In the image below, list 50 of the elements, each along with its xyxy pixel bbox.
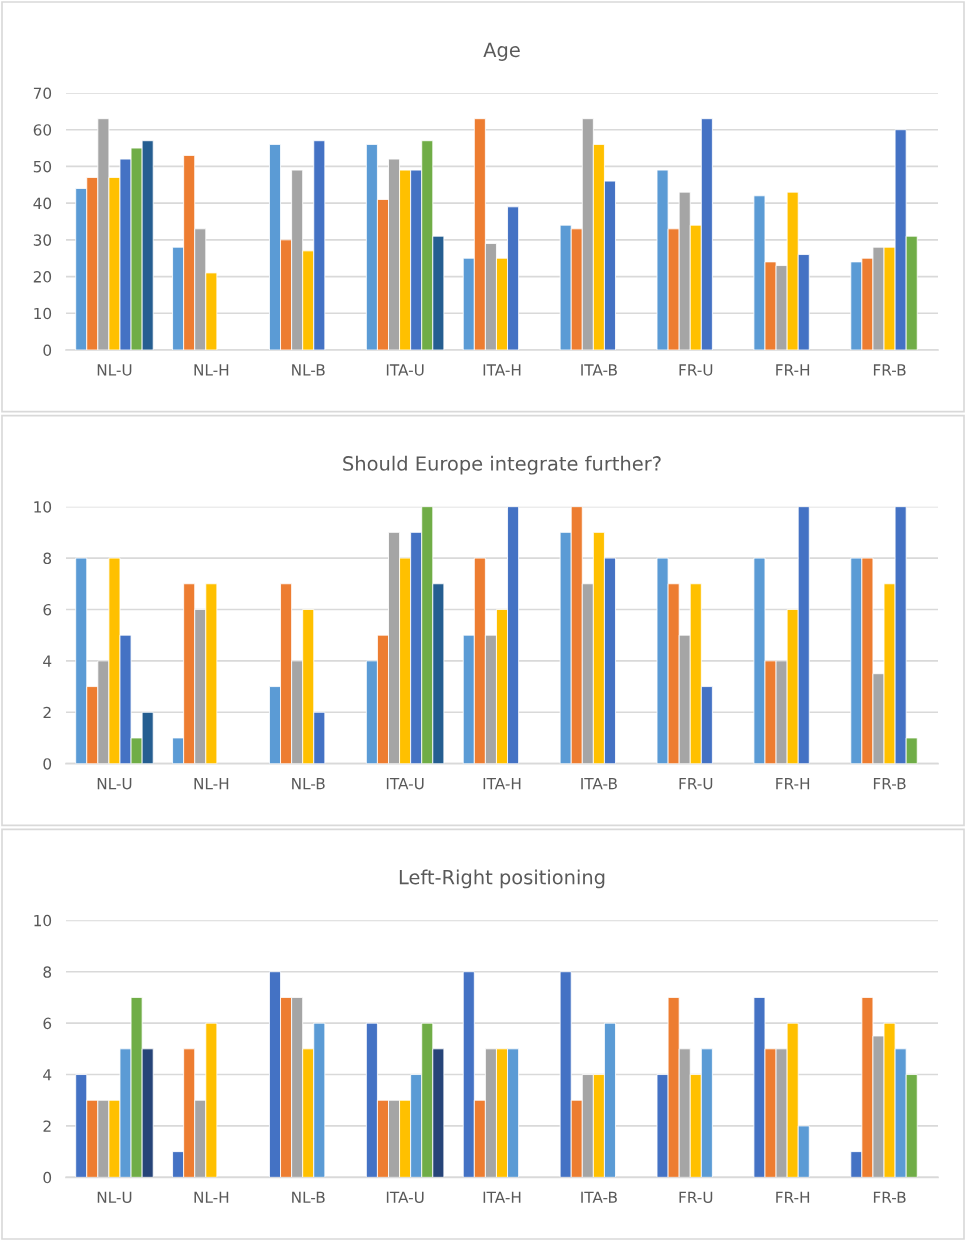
x-tick-label: NL-B (292, 364, 325, 376)
chart-title: Should Europe integrate further? (343, 455, 661, 475)
x-tick-label: NL-U (97, 778, 132, 790)
y-tick-label: 0 (43, 1171, 52, 1184)
y-tick-label: 10 (34, 914, 52, 927)
x-tick-label: ITA-U (386, 364, 424, 376)
y-tick-label: 30 (33, 234, 52, 246)
y-tick-label: 70 (33, 87, 52, 100)
x-tick-label: NL-U (97, 1191, 132, 1204)
y-tick-label: 2 (43, 706, 51, 719)
x-tick-label: ITA-U (386, 1191, 424, 1204)
x-tick-label: FR-H (776, 364, 810, 376)
x-tick-label: FR-U (679, 778, 713, 790)
x-tick-label: NL-H (194, 364, 229, 376)
x-tick-label: FR-H (776, 1191, 810, 1203)
y-tick-label: 50 (33, 160, 52, 173)
y-tick-label: 6 (43, 603, 52, 616)
y-tick-label: 4 (43, 655, 52, 667)
y-tick-label: 8 (43, 552, 52, 565)
x-tick-label: ITA-B (581, 364, 617, 376)
y-tick-label: 10 (34, 307, 52, 320)
x-tick-label: ITA-U (386, 778, 424, 790)
y-tick-label: 6 (43, 1017, 52, 1030)
x-tick-label: FR-H (776, 778, 810, 790)
y-tick-label: 4 (43, 1069, 52, 1081)
y-tick-label: 8 (43, 966, 52, 978)
x-tick-label: FR-U (679, 364, 713, 376)
x-tick-label: FR-B (873, 778, 906, 790)
x-tick-label: NL-U (97, 364, 132, 376)
x-tick-label: ITA-H (483, 1191, 521, 1203)
x-tick-label: NL-B (292, 1191, 325, 1203)
x-tick-label: FR-B (873, 364, 906, 376)
y-tick-label: 40 (33, 197, 52, 210)
y-tick-label: 10 (34, 501, 52, 513)
x-tick-label: NL-H (194, 1191, 229, 1203)
x-tick-label: ITA-H (483, 778, 521, 790)
y-tick-label: 2 (43, 1120, 51, 1132)
x-tick-label: ITA-B (581, 778, 617, 790)
y-tick-label: 0 (43, 344, 52, 357)
y-tick-label: 0 (43, 758, 52, 770)
chart-title: Age (483, 42, 520, 61)
x-tick-label: ITA-H (483, 364, 521, 376)
y-tick-label: 20 (33, 271, 52, 283)
chart-title: Left-Right positioning (399, 869, 605, 889)
x-tick-label: FR-U (679, 1191, 713, 1204)
x-tick-label: ITA-B (581, 1191, 617, 1203)
x-tick-label: FR-B (873, 1191, 906, 1203)
x-tick-label: NL-B (292, 778, 325, 790)
y-tick-label: 60 (33, 124, 52, 136)
x-tick-label: NL-H (194, 778, 229, 790)
